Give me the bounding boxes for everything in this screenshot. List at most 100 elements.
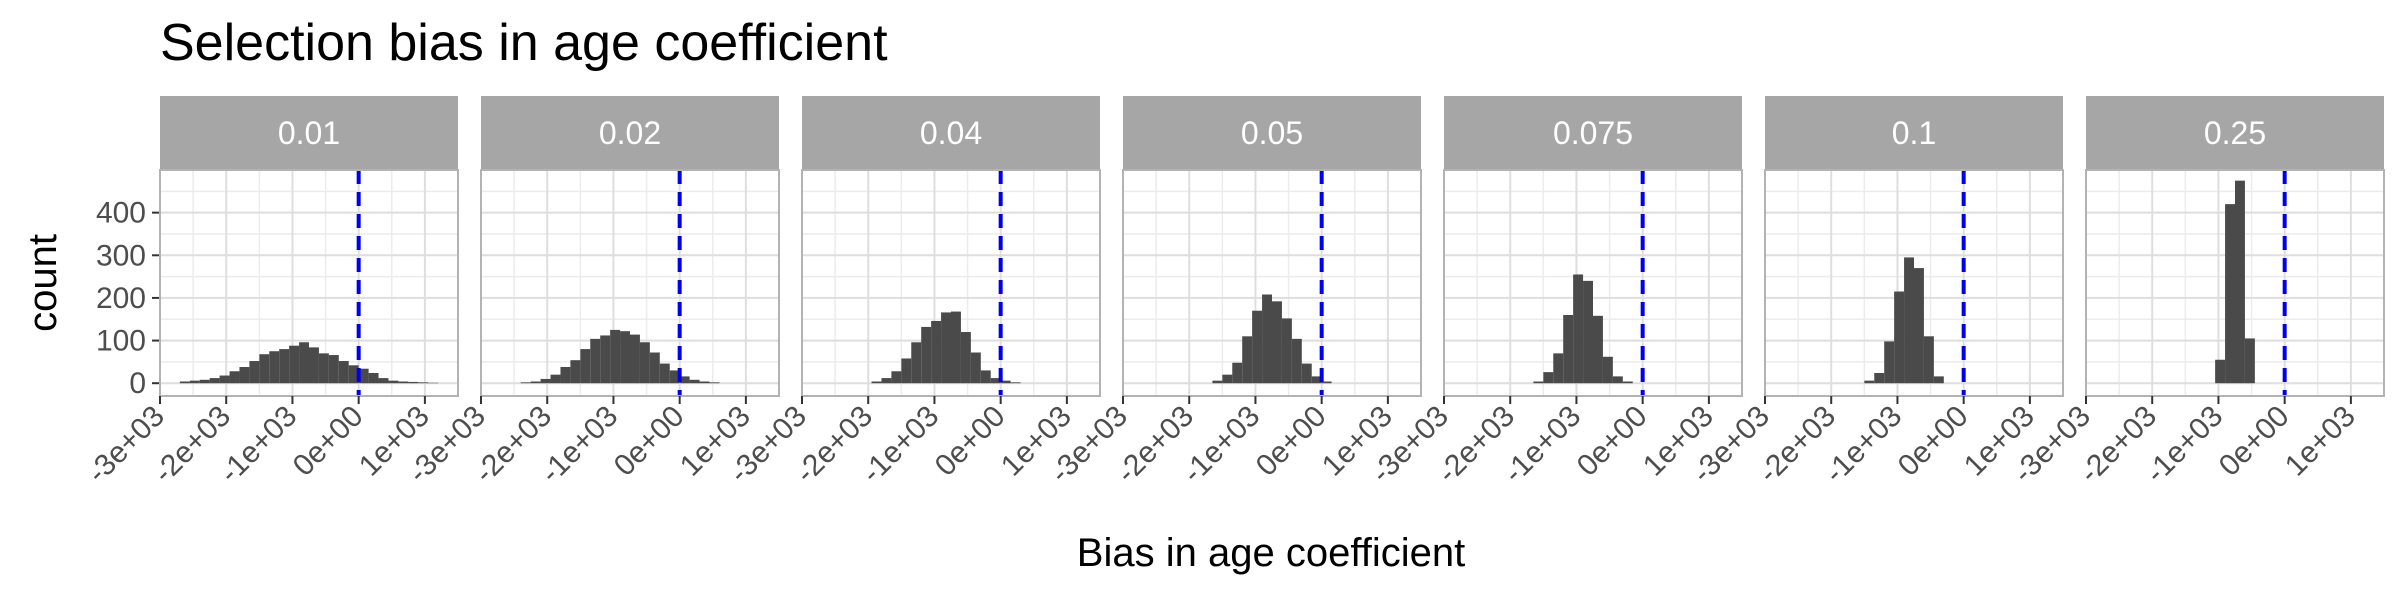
y-tick-label-300: 300 [96, 239, 146, 272]
x-tick-label: 0e+00 [1892, 400, 1975, 483]
histogram-bar [689, 379, 700, 384]
histogram-bar [990, 378, 1001, 384]
histogram-bar [1543, 372, 1554, 384]
histogram-bar [249, 361, 260, 384]
histogram-bar [1933, 376, 1944, 384]
histogram-bar [960, 332, 971, 384]
panel-border [1122, 169, 1422, 397]
histogram-bar [1311, 376, 1322, 384]
histogram-bar [1864, 380, 1875, 384]
x-tick-label: 0e+00 [1250, 400, 1333, 483]
histogram-bar [580, 349, 591, 384]
histogram-bar [1563, 314, 1574, 384]
histogram-bar [1583, 280, 1593, 384]
y-axis-title: count [21, 234, 65, 332]
histogram-bar [610, 329, 621, 384]
facet-strip [1444, 96, 1742, 170]
x-tick-label: 0e+00 [287, 400, 370, 483]
histogram-bar [679, 376, 690, 384]
histogram-bar [530, 381, 541, 384]
histogram-bar [881, 378, 892, 384]
histogram-bar [259, 354, 270, 384]
histogram-bar [219, 375, 230, 384]
histogram-bar [239, 367, 250, 384]
x-tick-label: 0e+00 [929, 400, 1012, 483]
histogram-bar [699, 381, 710, 384]
histogram-bar [1272, 301, 1282, 384]
histogram-bar [269, 351, 280, 384]
histogram-bar [891, 371, 902, 384]
panel-border [159, 169, 459, 397]
histogram-bar [911, 342, 922, 384]
histogram-bar [1321, 381, 1332, 384]
histogram-bar [669, 370, 680, 384]
histogram-bar [309, 347, 319, 384]
y-tick-label-100: 100 [96, 325, 146, 358]
histogram-bar [941, 312, 951, 384]
histogram-bar [1622, 381, 1633, 384]
panel-border [801, 169, 1101, 397]
histogram-bar [1301, 363, 1312, 384]
histogram-bar [970, 352, 981, 384]
x-tick-label: 0e+00 [2213, 400, 2296, 483]
histogram-bar [980, 370, 991, 384]
x-axis-title: Bias in age coefficient [1077, 531, 1465, 575]
facet-panels: 0 100 200 300 4000.01-3e+03-2e+03-1e+030e+00… [81, 96, 2385, 490]
histogram-bar [871, 381, 882, 384]
chart-title: Selection bias in age coefficient [160, 14, 888, 72]
histogram-bar [1212, 380, 1223, 384]
panel-border [1443, 169, 1743, 397]
histogram-bar [520, 382, 531, 384]
histogram-bar [901, 358, 912, 384]
x-tick-label: 0e+00 [608, 400, 691, 483]
facet-strip-label: 0.01 [278, 115, 340, 151]
histogram-bar [630, 334, 640, 384]
histogram-bar [560, 367, 571, 384]
histogram-bar [1262, 294, 1272, 384]
histogram-bar [921, 326, 932, 384]
histogram-bar [931, 320, 942, 384]
histogram-bar [1281, 318, 1292, 384]
histogram-bar [1904, 257, 1914, 384]
histogram-bar [418, 382, 429, 384]
histogram-bar [318, 353, 329, 384]
histogram-bar [1222, 374, 1233, 384]
histogram-bar [659, 363, 670, 384]
facet-strip-label: 0.02 [599, 115, 661, 151]
histogram-bar [1553, 353, 1564, 384]
x-tick-label: 1e+03 [2279, 400, 2362, 483]
histogram-bar [408, 381, 419, 384]
histogram-bar [649, 352, 660, 384]
facet-strip-label: 0.05 [1241, 115, 1303, 151]
histogram-bar [540, 378, 551, 384]
histogram-bar [1573, 274, 1584, 384]
histogram-bar [378, 378, 389, 384]
panel-border [480, 169, 780, 397]
histogram-bar [1291, 338, 1302, 384]
x-tick-label: 0e+00 [1571, 400, 1654, 483]
histogram-bar [570, 360, 581, 384]
histogram-bar [1010, 382, 1021, 384]
histogram-bar [1000, 380, 1011, 384]
histogram-bar [328, 355, 339, 384]
panel-border [2085, 169, 2385, 397]
y-tick-label-400: 400 [96, 197, 146, 230]
histogram-bar [550, 374, 561, 384]
histogram-bar [299, 342, 309, 384]
histogram-bar [229, 371, 240, 384]
histogram-bar [1593, 315, 1603, 384]
histogram-bar [279, 349, 290, 384]
histogram-bar [289, 345, 300, 384]
histogram-bar [348, 365, 359, 384]
histogram-bar [1874, 372, 1885, 384]
histogram-bar [590, 338, 601, 384]
histogram-bar [199, 379, 210, 384]
histogram-bar [620, 331, 630, 384]
facet-strip [802, 96, 1100, 170]
histogram-bar [639, 342, 650, 384]
histogram-bar [368, 372, 379, 384]
histogram-bar [2244, 338, 2255, 384]
histogram-bar [951, 311, 961, 384]
histogram-bar [600, 335, 611, 384]
